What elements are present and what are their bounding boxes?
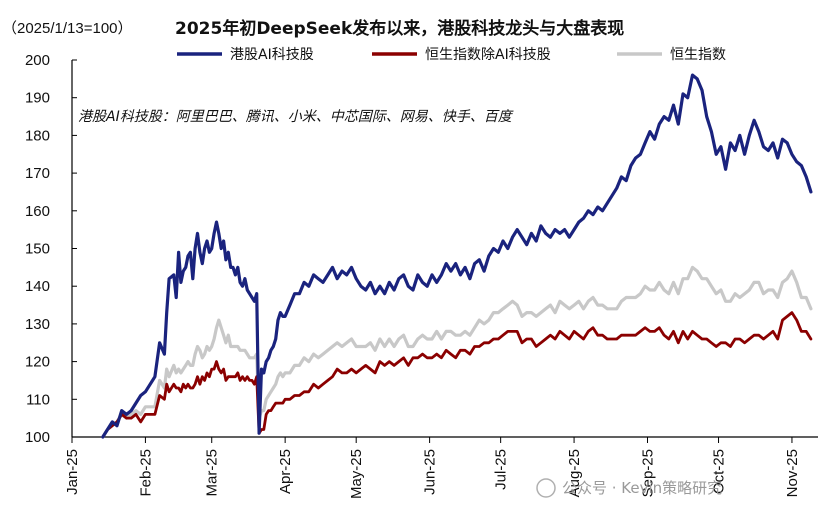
x-tick-label: Nov-25	[784, 449, 801, 497]
watermark: 公众号 · Kevin策略研究	[536, 478, 722, 498]
legend: 港股AI科技股 恒生指数除AI科技股 恒生指数	[177, 47, 726, 63]
watermark-text: 公众号 · Kevin策略研究	[562, 479, 722, 497]
y-tick-label: 170	[25, 165, 50, 182]
wechat-icon	[536, 478, 556, 498]
x-tick-label: Mar-25	[204, 449, 221, 497]
annotation-text: 港股AI科技股：阿里巴巴、腾讯、小米、中芯国际、网易、快手、百度	[78, 109, 514, 125]
series-line-0	[101, 73, 813, 439]
legend-label-ai-tech: 港股AI科技股	[230, 47, 314, 63]
y-tick-label: 140	[25, 278, 50, 295]
y-tick-label: 120	[25, 354, 50, 371]
y-tick-label: 160	[25, 203, 50, 220]
series-layer	[101, 73, 813, 439]
chart-title: 2025年初DeepSeek发布以来，港股科技龙头与大盘表现	[175, 18, 624, 39]
legend-label-hsi-ex-ai: 恒生指数除AI科技股	[425, 47, 551, 63]
legend-label-hsi: 恒生指数	[670, 47, 726, 63]
y-tick-label: 110	[26, 391, 50, 408]
y-tick-label: 130	[25, 316, 50, 333]
base-note: （2025/1/13=100）	[2, 20, 133, 37]
x-tick-label: Feb-25	[137, 449, 154, 497]
x-tick-label: Jun-25	[422, 449, 439, 495]
x-tick-label: Jul-25	[493, 449, 510, 490]
series-line-1	[101, 311, 813, 439]
x-axis: Jan-25 Feb-25 Mar-25 Apr-25 May-25 Jun-25 Jul-…	[64, 436, 818, 499]
x-tick-label: Sep-25	[639, 449, 656, 497]
y-tick-label: 100	[25, 429, 50, 446]
series-line-2	[101, 265, 813, 439]
y-tick-label: 200	[25, 52, 50, 69]
y-axis: 100 110 120 130 140 150 160 170 180 190 200	[25, 52, 77, 446]
x-tick-label: Apr-25	[277, 449, 294, 494]
x-tick-label: Jan-25	[64, 449, 81, 495]
y-tick-label: 150	[25, 241, 50, 258]
x-tick-label: May-25	[348, 449, 365, 499]
y-tick-label: 190	[25, 90, 50, 107]
y-tick-label: 180	[25, 127, 50, 144]
x-tick-label: Aug-25	[566, 449, 583, 497]
x-tick-label: Oct-25	[711, 449, 728, 494]
